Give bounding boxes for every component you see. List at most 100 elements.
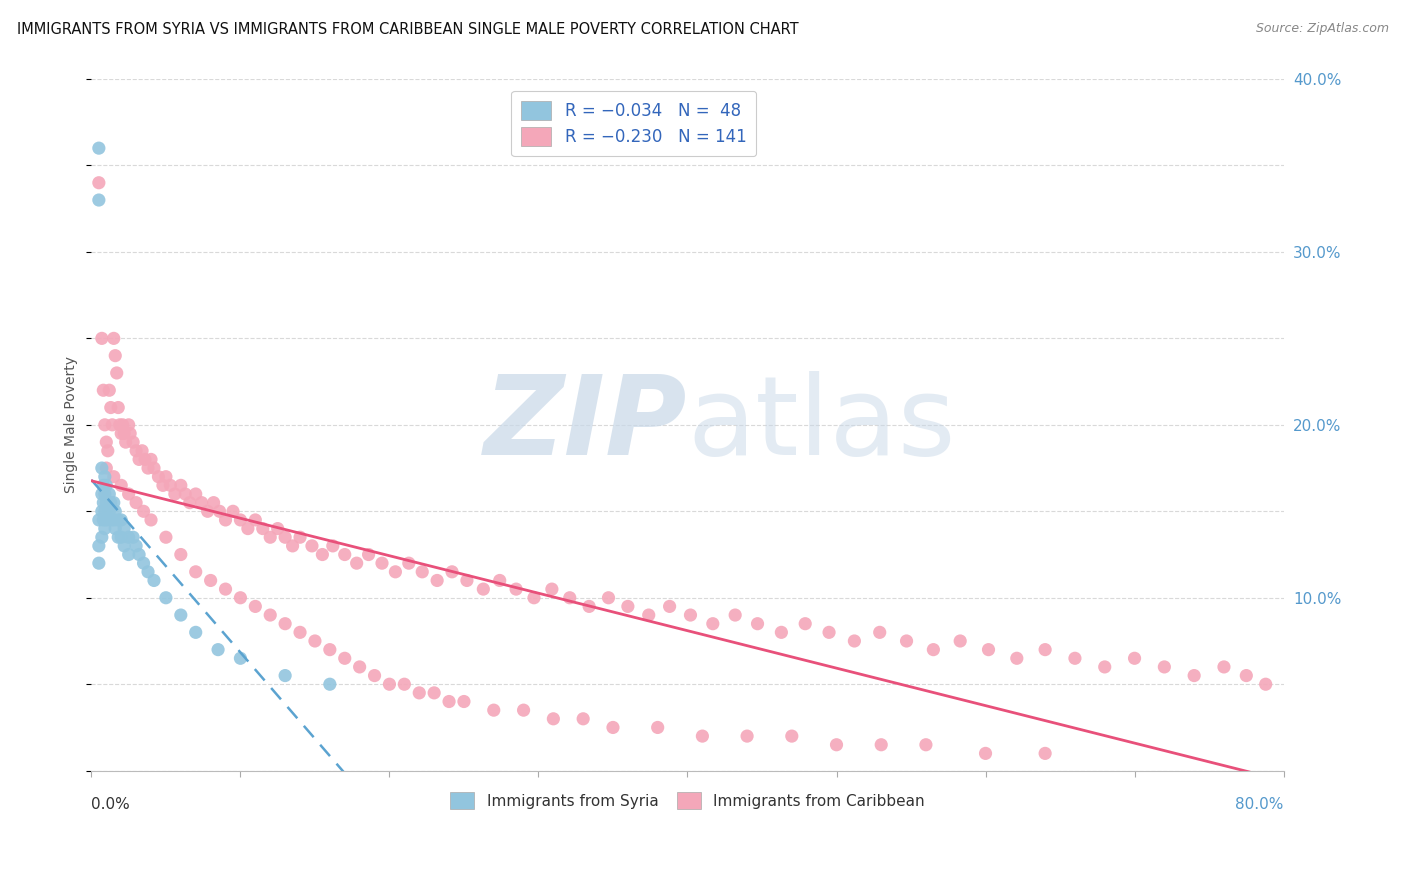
Point: [658, 599, 681, 614]
Point: [274, 668, 297, 682]
Point: [136, 565, 159, 579]
Point: [100, 513, 122, 527]
Point: [770, 625, 793, 640]
Point: [96, 496, 118, 510]
Point: [1064, 651, 1087, 665]
Point: [107, 401, 129, 415]
Point: [408, 686, 430, 700]
Point: [174, 487, 197, 501]
Point: [90, 504, 112, 518]
Point: [1182, 668, 1205, 682]
Point: [104, 349, 127, 363]
Point: [1153, 660, 1175, 674]
Point: [1094, 660, 1116, 674]
Text: 0.0%: 0.0%: [91, 797, 131, 812]
Point: [311, 548, 333, 562]
Point: [274, 530, 297, 544]
Point: [103, 331, 125, 345]
Point: [349, 660, 371, 674]
Point: [87, 141, 110, 155]
Point: [411, 565, 433, 579]
Point: [222, 504, 245, 518]
Point: [818, 625, 841, 640]
Point: [128, 452, 150, 467]
Point: [184, 565, 207, 579]
Point: [98, 504, 121, 518]
Point: [780, 729, 803, 743]
Point: [333, 651, 356, 665]
Point: [896, 634, 918, 648]
Point: [637, 608, 659, 623]
Point: [87, 176, 110, 190]
Point: [87, 556, 110, 570]
Point: [288, 530, 311, 544]
Y-axis label: Single Male Poverty: Single Male Poverty: [65, 356, 79, 493]
Point: [163, 487, 186, 501]
Point: [91, 496, 114, 510]
Point: [679, 608, 702, 623]
Point: [101, 417, 124, 432]
Point: [105, 366, 128, 380]
Point: [558, 591, 581, 605]
Legend: Immigrants from Syria, Immigrants from Caribbean: Immigrants from Syria, Immigrants from C…: [444, 786, 931, 815]
Point: [1234, 668, 1257, 682]
Point: [384, 565, 406, 579]
Point: [197, 504, 219, 518]
Point: [87, 539, 110, 553]
Point: [236, 522, 259, 536]
Point: [259, 530, 281, 544]
Point: [735, 729, 758, 743]
Point: [94, 504, 117, 518]
Point: [288, 625, 311, 640]
Point: [96, 461, 118, 475]
Point: [319, 677, 342, 691]
Point: [208, 504, 231, 518]
Point: [472, 582, 495, 596]
Point: [541, 582, 564, 596]
Text: 80.0%: 80.0%: [1236, 797, 1284, 812]
Point: [125, 496, 148, 510]
Point: [131, 443, 153, 458]
Point: [97, 443, 120, 458]
Point: [132, 556, 155, 570]
Point: [125, 443, 148, 458]
Point: [104, 522, 127, 536]
Point: [363, 668, 385, 682]
Point: [90, 487, 112, 501]
Point: [90, 461, 112, 475]
Point: [110, 478, 132, 492]
Point: [1123, 651, 1146, 665]
Text: atlas: atlas: [688, 371, 956, 478]
Text: Source: ZipAtlas.com: Source: ZipAtlas.com: [1256, 22, 1389, 36]
Point: [747, 616, 769, 631]
Point: [107, 513, 129, 527]
Point: [100, 496, 122, 510]
Point: [274, 616, 297, 631]
Point: [108, 417, 131, 432]
Point: [229, 513, 252, 527]
Point: [114, 435, 136, 450]
Point: [184, 487, 207, 501]
Point: [512, 703, 534, 717]
Point: [94, 522, 117, 536]
Point: [118, 530, 141, 544]
Point: [214, 582, 236, 596]
Point: [132, 504, 155, 518]
Point: [170, 548, 193, 562]
Point: [134, 452, 156, 467]
Point: [98, 487, 121, 501]
Point: [333, 548, 356, 562]
Point: [304, 634, 326, 648]
Point: [207, 642, 229, 657]
Point: [371, 556, 394, 570]
Point: [159, 478, 181, 492]
Point: [96, 513, 118, 527]
Point: [90, 530, 112, 544]
Point: [378, 677, 401, 691]
Point: [259, 608, 281, 623]
Point: [702, 616, 724, 631]
Point: [110, 530, 132, 544]
Point: [825, 738, 848, 752]
Point: [143, 461, 166, 475]
Point: [118, 548, 141, 562]
